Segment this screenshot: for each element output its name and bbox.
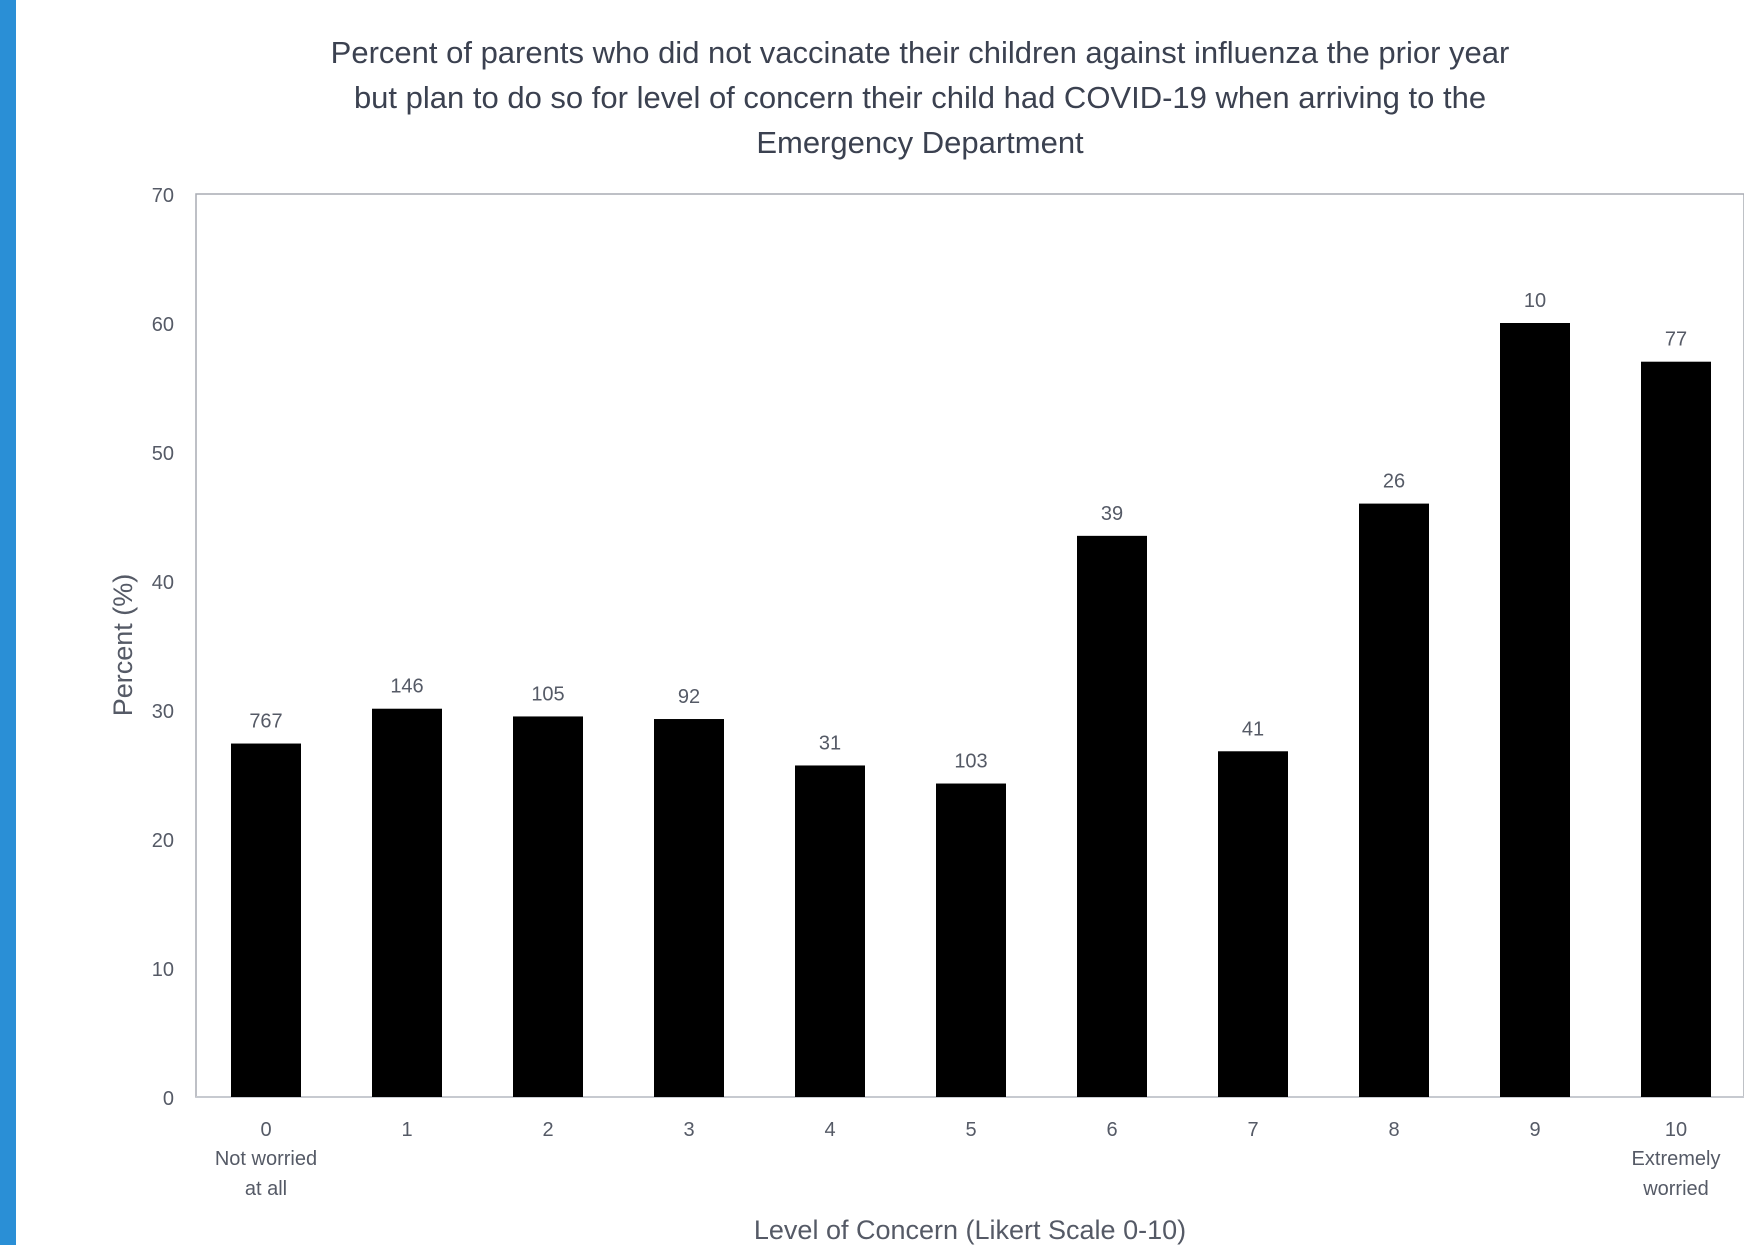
x-tick-label: 4 [824,1119,835,1141]
y-tick-label: 60 [152,314,174,336]
bar [1359,503,1429,1098]
bar [513,716,583,1097]
x-tick-label: 7 [1247,1119,1258,1141]
bar [654,719,724,1097]
accent-strip [0,0,16,1245]
y-tick-label: 50 [152,443,174,465]
data-labels: 767 146 105 92 31 103 39 41 26 10 77 [249,290,1687,773]
data-label: 39 [1101,503,1123,525]
x-tick-sublabel: Not worried [215,1148,317,1170]
y-tick-label: 70 [152,185,174,207]
x-axis: 0 Not worried at all 1 2 3 4 5 6 7 8 9 10 Extremely wo… [215,1119,1721,1200]
data-label: 92 [678,686,700,708]
bar [936,783,1006,1097]
bar [372,708,442,1097]
x-tick-sublabel: at all [245,1178,287,1200]
y-tick-label: 30 [152,701,174,723]
x-tick-label: 2 [542,1119,553,1141]
x-tick-sublabel: Extremely [1632,1148,1721,1170]
data-label: 146 [390,676,423,698]
data-label: 77 [1665,329,1687,351]
x-tick-label: 5 [965,1119,976,1141]
bar-series [231,323,1711,1098]
bar [231,743,301,1097]
y-tick-label: 40 [152,572,174,594]
x-axis-title: Level of Concern (Likert Scale 0-10) [754,1215,1186,1245]
data-label: 26 [1383,471,1405,493]
x-tick-sublabel: worried [1642,1178,1709,1200]
x-tick-label: 1 [401,1119,412,1141]
data-label: 103 [954,751,987,773]
x-tick-label: 8 [1388,1119,1399,1141]
x-tick-label: 3 [683,1119,694,1141]
bar [1641,361,1711,1097]
chart-title-line-3: Emergency Department [756,125,1084,160]
y-tick-label: 20 [152,830,174,852]
data-label: 105 [531,683,564,705]
x-tick-label: 6 [1106,1119,1117,1141]
data-label: 10 [1524,290,1546,312]
chart-title: Percent of parents who did not vaccinate… [230,30,1610,165]
y-axis: 0 10 20 30 40 50 60 70 [152,185,174,1110]
bar [795,765,865,1097]
x-tick-label: 0 [260,1119,271,1141]
y-tick-label: 0 [163,1088,174,1110]
bar [1077,535,1147,1097]
chart-title-line-2: but plan to do so for level of concern t… [353,80,1487,115]
bar [1218,751,1288,1097]
y-axis-title: Percent (%) [108,574,138,717]
bar [1500,323,1570,1097]
data-label: 41 [1242,718,1264,740]
data-label: 767 [249,711,282,733]
data-label: 31 [819,732,841,754]
x-tick-label: 10 [1665,1119,1687,1141]
chart-title-line-1: Percent of parents who did not vaccinate… [330,35,1510,70]
y-tick-label: 10 [152,959,174,981]
x-tick-label: 9 [1529,1119,1540,1141]
